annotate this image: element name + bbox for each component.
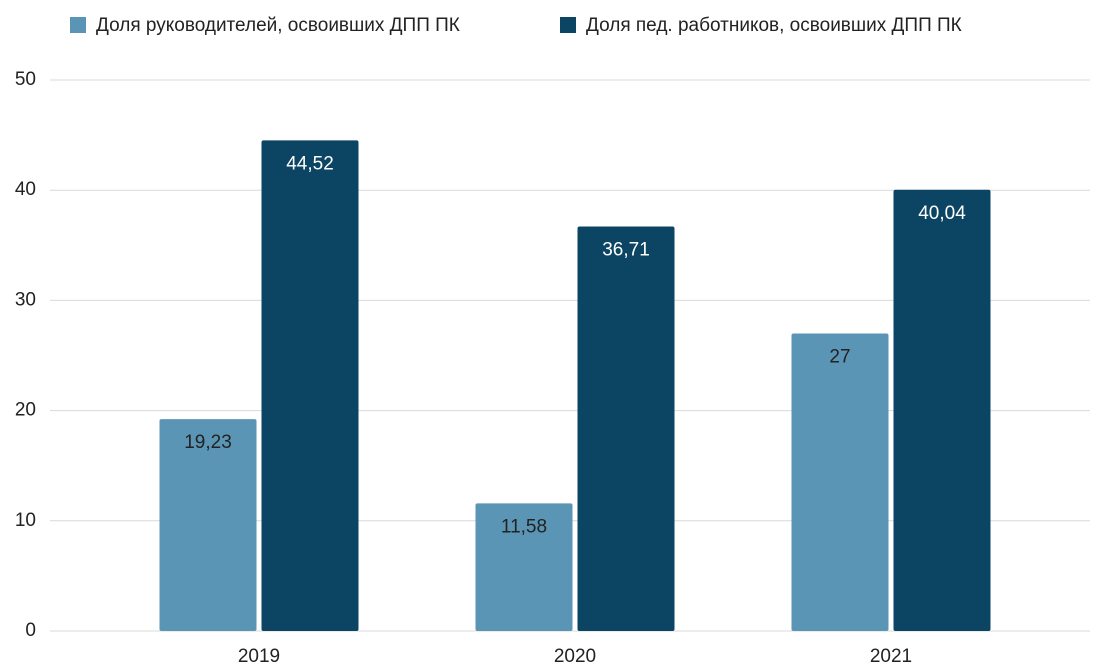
legend-label: Доля пед. работников, освоивших ДПП ПК xyxy=(586,15,962,36)
x-tick-label: 2021 xyxy=(870,646,912,667)
data-label: 27 xyxy=(829,346,850,367)
bar xyxy=(159,419,257,631)
y-tick-label: 30 xyxy=(15,289,36,310)
legend-swatch xyxy=(560,17,576,33)
data-label: 36,71 xyxy=(602,239,650,260)
legend-label: Доля руководителей, освоивших ДПП ПК xyxy=(96,15,460,36)
data-label: 19,23 xyxy=(184,432,232,453)
legend-swatch xyxy=(70,17,86,33)
bar xyxy=(261,140,359,632)
bar xyxy=(791,333,889,631)
data-label: 11,58 xyxy=(501,516,547,537)
bar xyxy=(577,226,675,631)
data-label: 40,04 xyxy=(918,203,966,224)
y-tick-label: 50 xyxy=(15,69,36,90)
y-tick-label: 10 xyxy=(15,510,36,531)
bar xyxy=(475,503,573,631)
y-tick-label: 0 xyxy=(25,620,36,641)
bar xyxy=(893,189,991,631)
data-label: 44,52 xyxy=(286,153,334,174)
y-tick-label: 40 xyxy=(15,179,36,200)
y-tick-label: 20 xyxy=(15,400,36,421)
x-tick-label: 2019 xyxy=(238,646,280,667)
x-tick-label: 2020 xyxy=(554,646,596,667)
